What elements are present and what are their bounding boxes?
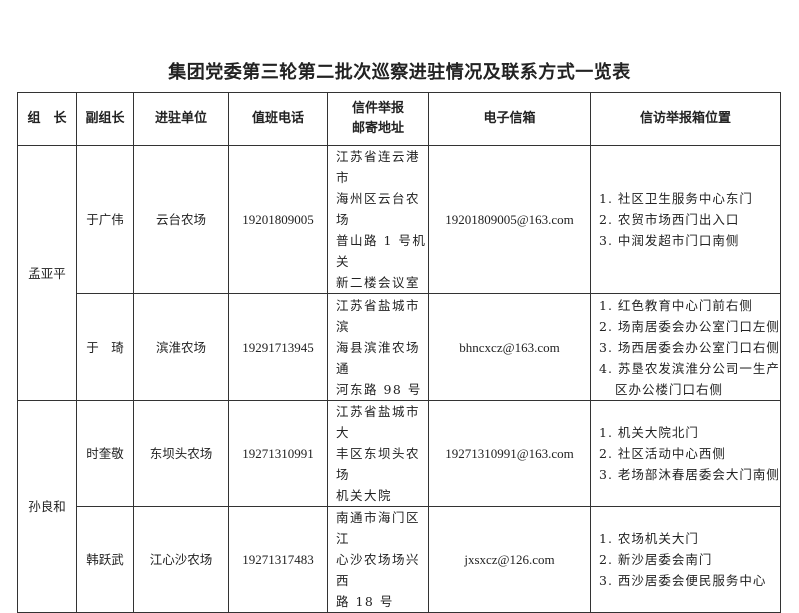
- address-cell: 江苏省盐城市滨 海县滨淮农场通河东路 98 号: [327, 293, 429, 401]
- address-line: 普山路 1 号机关: [336, 233, 427, 269]
- table-row: 于 琦 滨淮农场 19291713945 江苏省盐城市滨 海县滨淮农场通河东路 9…: [18, 293, 781, 401]
- location-cell: 1. 机关大院北门 2. 社区活动中心西侧 3. 老场部沐春居委会大门南侧: [590, 400, 781, 507]
- deputy-cell: 于 琦: [76, 293, 134, 401]
- location-item: 2. 场南居委会办公室门口左侧: [599, 318, 780, 334]
- leader-cell: 孙良和: [17, 400, 77, 613]
- address-line: 河东路 98 号: [336, 381, 422, 397]
- email-cell: jxsxcz@126.com: [428, 506, 591, 613]
- location-item: 1. 机关大院北门: [599, 425, 699, 440]
- location-item: 1. 农场机关大门: [599, 531, 699, 546]
- address-line: 海县滨淮农场通: [336, 339, 421, 376]
- header-email: 电子信箱: [428, 92, 591, 146]
- location-item: 2. 农贸市场西门出入口: [599, 212, 740, 227]
- header-address-line1: 信件举报: [351, 101, 404, 116]
- address-line: 江苏省盐城市大: [336, 404, 421, 440]
- table-row: 韩跃武 江心沙农场 19271317483 南通市海门区江 心沙农场场兴西路 18…: [18, 506, 781, 613]
- location-cell: 1. 社区卫生服务中心东门 2. 农贸市场西门出入口 3. 中润发超市门口南侧: [590, 145, 781, 294]
- location-item: 2. 新沙居委会南门: [599, 552, 713, 567]
- location-item: 1. 社区卫生服务中心东门: [599, 191, 753, 206]
- inspection-table: 组 长 副组长 进驻单位 值班电话 信件举报 邮寄地址 电子信箱 信访举报箱位置 …: [17, 92, 781, 613]
- address-line: 机关大院: [336, 488, 393, 503]
- location-item: 4. 苏垦农发滨淮分公司一生产: [599, 360, 780, 376]
- header-location: 信访举报箱位置: [590, 92, 781, 146]
- unit-cell: 滨淮农场: [133, 293, 229, 401]
- address-line: 路 18 号: [336, 594, 394, 609]
- address-cell: 江苏省盐城市大 丰区东坝头农场机关大院: [327, 400, 429, 507]
- header-row: 组 长 副组长 进驻单位 值班电话 信件举报邮寄地址 电子信箱 信访举报箱位置: [17, 92, 781, 146]
- location-cell: 1. 红色教育中心门前右侧 2. 场南居委会办公室门口左侧 3. 场西居委会办公室门…: [590, 293, 781, 401]
- unit-cell: 东坝头农场: [133, 400, 229, 507]
- location-item: 1. 红色教育中心门前右侧: [599, 297, 753, 313]
- address-line: 江苏省连云港市: [336, 149, 421, 185]
- location-item: 3. 场西居委会办公室门口右侧: [599, 339, 780, 355]
- address-line: 海州区云台农场: [336, 191, 421, 227]
- address-line: 心沙农场场兴西: [336, 552, 421, 588]
- phone-cell: 19291713945: [228, 293, 328, 401]
- phone-cell: 19271317483: [228, 506, 328, 613]
- address-line: 南通市海门区江: [336, 510, 421, 546]
- deputy-cell: 韩跃武: [76, 506, 134, 613]
- header-deputy: 副组长: [76, 92, 134, 146]
- email-cell: 19271310991@163.com: [428, 400, 591, 507]
- unit-cell: 江心沙农场: [133, 506, 229, 613]
- table-row: 孟亚平 于广伟 云台农场 19201809005 江苏省连云港市 海州区云台农场普…: [17, 145, 781, 401]
- table-row: 孙良和 时奎敬 东坝头农场 19271310991 江苏省盐城市大 丰区东坝头农场…: [17, 400, 781, 613]
- phone-cell: 19201809005: [228, 145, 328, 294]
- header-address-line2: 邮寄地址: [351, 121, 404, 136]
- location-item: 3. 中润发超市门口南侧: [599, 233, 740, 248]
- unit-cell: 云台农场: [133, 145, 229, 294]
- deputy-cell: 于广伟: [76, 145, 134, 294]
- deputy-cell: 时奎敬: [76, 400, 134, 507]
- location-item: 2. 社区活动中心西侧: [599, 446, 726, 461]
- leader-cell: 孟亚平: [17, 145, 77, 401]
- header-address: 信件举报 邮寄地址: [327, 92, 429, 146]
- location-cell: 1. 农场机关大门 2. 新沙居委会南门 3. 西沙居委会便民服务中心: [590, 506, 781, 613]
- location-item: 3. 西沙居委会便民服务中心: [599, 573, 767, 588]
- address-line: 江苏省盐城市滨: [336, 297, 421, 334]
- header-leader: 组 长: [17, 92, 77, 146]
- address-line: 丰区东坝头农场: [336, 446, 421, 482]
- address-cell: 江苏省连云港市 海州区云台农场 普山路 1 号机关新二楼会议室: [327, 145, 429, 294]
- email-cell: bhncxcz@163.com: [428, 293, 591, 401]
- address-cell: 南通市海门区江 心沙农场场兴西路 18 号: [327, 506, 429, 613]
- location-item: 3. 老场部沐春居委会大门南侧: [599, 467, 780, 482]
- address-line: 新二楼会议室: [336, 275, 421, 290]
- email-cell: 19201809005@163.com: [428, 145, 591, 294]
- document-title: 集团党委第三轮第二批次巡察进驻情况及联系方式一览表: [168, 62, 631, 83]
- header-phone: 值班电话: [228, 92, 328, 146]
- location-item: 区办公楼门口右侧: [615, 381, 724, 397]
- phone-cell: 19271310991: [228, 400, 328, 507]
- header-unit: 进驻单位: [133, 92, 229, 146]
